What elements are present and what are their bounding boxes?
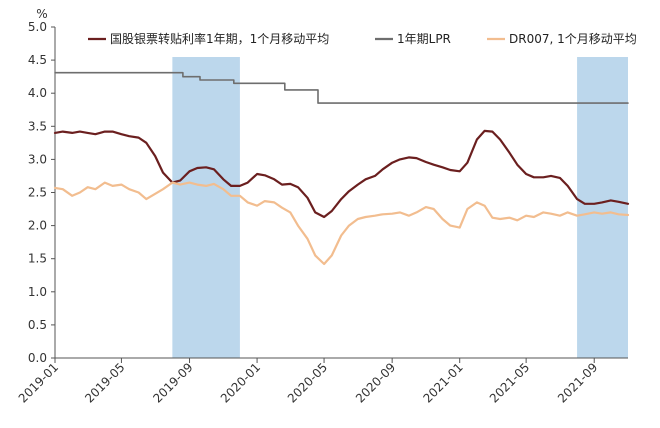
x-tick-label: 2019-01 <box>16 360 61 405</box>
y-tick-label: 2.5 <box>28 186 47 200</box>
x-tick-label: 2020-01 <box>218 360 263 405</box>
y-tick-label: 1.5 <box>28 252 47 266</box>
series-line-0 <box>53 129 630 219</box>
x-tick-label: 2021-05 <box>487 360 532 405</box>
y-tick-label: 4.0 <box>28 86 47 100</box>
x-tick-label: 2020-09 <box>353 360 398 405</box>
y-tick-label: 3.0 <box>28 152 47 166</box>
y-tick-label: 0.0 <box>28 351 47 365</box>
series-line-1 <box>54 71 629 104</box>
shaded-periods <box>172 57 628 358</box>
x-tick-label: 2021-01 <box>420 360 465 405</box>
y-tick-label: 1.0 <box>28 285 47 299</box>
y-axis-ticks: 0.0 0.5 1.0 1.5 2.0 2.5 3.0 3.5 4.0 4.5 5.0 <box>28 20 55 365</box>
y-tick-label: 3.5 <box>28 119 47 133</box>
x-axis-ticks: 2019-01 2019-05 2019-09 2020-01 2020-05 2020-… <box>16 358 600 406</box>
legend-label-0: 国股银票转贴利率1年期，1个月移动平均 <box>110 31 329 46</box>
x-tick-label: 2020-05 <box>285 360 330 405</box>
y-tick-label: 0.5 <box>28 318 47 332</box>
axes <box>54 27 628 359</box>
y-tick-label: 4.5 <box>28 53 47 67</box>
legend-label-1: 1年期LPR <box>397 32 451 46</box>
legend: 国股银票转贴利率1年期，1个月移动平均 1年期LPR DR007, 1个月移动平均 <box>88 31 637 46</box>
series-lines <box>53 71 630 266</box>
y-tick-label: 5.0 <box>28 20 47 34</box>
y-tick-label: 2.0 <box>28 219 47 233</box>
shaded-period-1 <box>577 57 628 358</box>
x-tick-label: 2021-09 <box>555 360 600 405</box>
legend-label-2: DR007, 1个月移动平均 <box>509 32 637 46</box>
shaded-period-0 <box>172 57 240 358</box>
x-tick-label: 2019-09 <box>150 360 195 405</box>
x-tick-label: 2019-05 <box>82 360 127 405</box>
y-axis-unit-label: % <box>36 7 47 21</box>
series-line-2 <box>53 181 630 266</box>
